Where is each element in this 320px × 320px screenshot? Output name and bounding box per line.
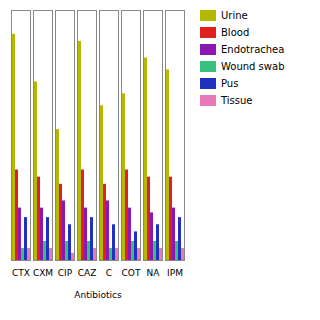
svg-text:NA: NA <box>147 268 161 278</box>
html-text:Endotrachea: Endotrachea <box>221 44 285 55</box>
html-text:Blood: Blood <box>221 27 250 38</box>
html-text:Urine: Urine <box>221 10 248 21</box>
svg-text:IPM: IPM <box>167 268 183 278</box>
html-text:Wound swab: Wound swab <box>221 61 285 72</box>
svg-text:CTX: CTX <box>12 268 30 278</box>
svg-text:CIP: CIP <box>58 268 73 278</box>
svg-text:COT: COT <box>122 268 141 278</box>
svg-text:CXM: CXM <box>33 268 53 278</box>
svg-text:C: C <box>106 268 112 278</box>
html-text:Pus: Pus <box>221 78 239 89</box>
svg-text:CAZ: CAZ <box>78 268 97 278</box>
html-text:Tissue: Tissue <box>221 95 253 106</box>
svg-text:Antibiotics: Antibiotics <box>74 290 122 300</box>
